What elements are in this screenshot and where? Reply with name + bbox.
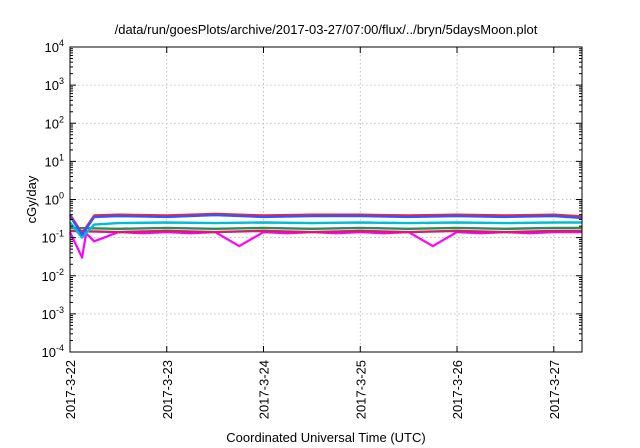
series-line-3 [69,226,582,231]
y-tick-label: 102 [45,114,64,131]
y-tick-label: 103 [45,76,64,93]
y-axis-label: cGy/day [24,175,39,223]
series-line-4 [69,221,582,239]
y-tick-label: 10-4 [42,343,64,360]
series-line-6 [68,213,583,236]
chart-title: /data/run/goesPlots/archive/2017-03-27/0… [115,22,538,37]
x-tick-label: 2017-3-22 [63,360,78,419]
series-line-5 [68,212,583,235]
x-tick-label: 2017-3-24 [257,360,272,419]
y-tick-label: 104 [45,38,64,55]
x-axis-label: Coordinated Universal Time (UTC) [226,430,425,445]
y-tick-label: 100 [45,191,64,208]
y-tick-label: 10-2 [42,267,64,284]
x-tick-label: 2017-3-27 [547,360,562,419]
series-line-1 [69,231,582,259]
x-tick-label: 2017-3-26 [450,360,465,419]
x-tick-label: 2017-3-23 [160,360,175,419]
y-tick-label: 10-3 [42,305,64,322]
series-line-2 [69,229,582,234]
x-tick-label: 2017-3-25 [353,360,368,419]
y-tick-label: 101 [45,152,64,169]
y-tick-label: 10-1 [42,229,64,246]
grid [70,47,582,352]
series-group [68,212,583,259]
ticks: 10-4 10-3 10-2 10-1 100 101 102 103 104 2017-3-22… [42,38,582,419]
